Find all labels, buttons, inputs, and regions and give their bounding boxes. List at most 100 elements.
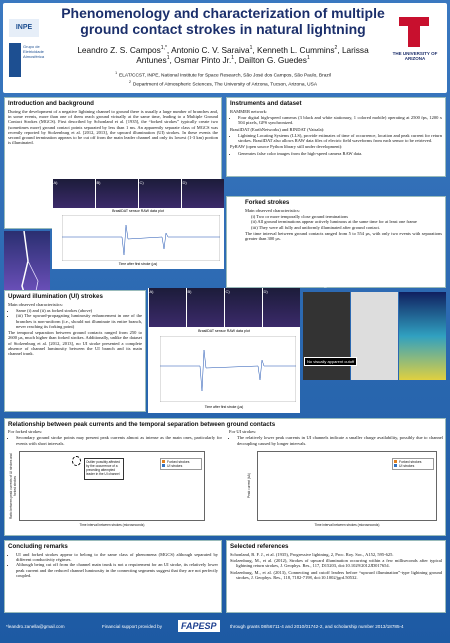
author-name: Kenneth L. Cummins	[257, 45, 335, 55]
panel-label: A)	[53, 180, 58, 185]
view-label: Inverted	[364, 283, 384, 289]
grants: through grants 08/56711-4 and 2010/01742…	[230, 624, 404, 629]
frame: A)	[148, 288, 186, 327]
label: PyRAW (open source Python library still …	[230, 144, 343, 150]
section-title: Concluding remarks	[8, 543, 68, 550]
reference: Stolzenburg, M., et al. (2012), Strokes …	[230, 558, 442, 569]
bullet: Although being cut off from the channel …	[16, 562, 218, 578]
header: INPE Grupo de Eletricidade Atmosférica T…	[3, 3, 447, 93]
bullet: UI and forked strokes appear to belong t…	[16, 552, 218, 563]
frame: A)	[52, 179, 95, 208]
reference: Stolzenburg, M., et al. (2013), Connecti…	[230, 569, 442, 580]
section-title: Introduction and background	[8, 100, 94, 107]
view-image	[302, 292, 350, 380]
panel-label: C)	[225, 289, 230, 294]
affil-number: 1	[115, 71, 118, 75]
author: Leandro Z. S. Campos1,*,	[77, 45, 172, 55]
paragraph: The temporal separation between ground c…	[8, 330, 142, 356]
x-label: Time interval between strokes (microseco…	[314, 523, 380, 527]
author-affil: 1	[306, 55, 310, 62]
waveform	[160, 336, 296, 402]
affil-text: Department of Atmospheric Sciences, The …	[132, 82, 318, 88]
author-affil: 1	[231, 55, 235, 62]
cutoff-label: No visually apparent cutoff	[304, 357, 358, 366]
x-label: Time after first stroke (µs)	[204, 405, 244, 409]
waveform	[62, 215, 220, 261]
frame: D)	[262, 288, 300, 327]
bullet: The relatively lower peak currents in UI…	[237, 435, 443, 446]
relationship-panel: Relationship between peak currents and t…	[4, 418, 446, 536]
outlier-circle	[72, 456, 81, 466]
view-image	[398, 292, 446, 380]
footer: *leandro.zanella@gmail.com Financial sup…	[4, 618, 446, 638]
frame: C)	[224, 288, 262, 327]
view-image	[350, 292, 398, 380]
x-label: Time after first stroke (µs)	[118, 262, 158, 266]
author: Kenneth L. Cummins2,	[257, 45, 342, 55]
legend-entry: UI strokes	[394, 464, 432, 468]
affil-text: ELAT/CCST, INPE, National Institute for …	[119, 73, 331, 79]
bullet: (ii) All ground terminations appear acti…	[251, 219, 417, 225]
fapesp-logo: FAPESP	[178, 620, 220, 632]
list: UI and forked strokes appear to belong t…	[8, 552, 218, 578]
frame: B)	[186, 288, 224, 327]
frame: D)	[181, 179, 224, 208]
legend: Forked strokes UI strokes	[392, 458, 434, 470]
affiliation: 1ELAT/CCST, INPE, National Institute for…	[43, 71, 403, 80]
legend-swatch	[394, 460, 397, 463]
legend-swatch	[394, 464, 397, 467]
legend-entry: Forked strokes	[394, 460, 432, 464]
bullet: Same (i) and (ii) as forked strokes (abo…	[16, 308, 142, 313]
figure-forked: A) B) C) D) BrasilDAT sensor RAW data plot …	[52, 179, 224, 269]
reference: Schonland, B. F. J., et al. (1935), Prog…	[230, 551, 394, 557]
author-name: Leandro Z. S. Campos	[77, 45, 161, 55]
paragraph: Main observed characteristics:	[245, 207, 300, 213]
author: Osmar Pinto Jr.1,	[174, 55, 239, 66]
author: Dailton G. Guedes1	[239, 55, 310, 65]
legend-label: Forked strokes	[167, 460, 190, 464]
bullet: Generates false color images from the hi…	[238, 151, 442, 156]
panel-label: B)	[187, 289, 192, 294]
arizona-mark	[399, 17, 429, 47]
list: Secondary ground stroke points may prese…	[8, 435, 222, 446]
legend-swatch	[162, 460, 165, 463]
section-title: Selected references	[230, 543, 289, 550]
legend-entry: Forked strokes	[162, 460, 200, 464]
section-title: Upward illumination (UI) strokes	[8, 293, 103, 300]
paragraph: During the development of a negative lig…	[8, 108, 218, 146]
legend-label: Forked strokes	[399, 460, 422, 464]
email: *leandro.zanella@gmail.com	[6, 624, 65, 629]
frame: C)	[138, 179, 181, 208]
affil-number: 2	[128, 79, 131, 84]
forked-panel: Forked strokes Main observed characteris…	[226, 196, 446, 288]
affiliation: 2Department of Atmospheric Sciences, The…	[43, 80, 403, 89]
instruments-panel: Instruments and dataset RAMMER network:F…	[226, 97, 446, 177]
panel-label: A)	[149, 289, 154, 294]
legend-label: UI strokes	[167, 464, 183, 468]
panel-label: B)	[96, 180, 101, 185]
label: For UI strokes:	[229, 429, 257, 434]
list: Generates false color images from the hi…	[230, 151, 442, 156]
author-name: Antonio C. V. Saraiva	[171, 45, 250, 55]
right-plot: Forked strokes UI strokes	[257, 451, 437, 521]
legend-label: UI strokes	[399, 464, 415, 468]
section-title: Relationship between peak currents and t…	[8, 421, 276, 428]
panel-label: D)	[263, 289, 268, 294]
author-affil: 2	[334, 45, 338, 52]
list: (i) Two or more temporally close ground …	[245, 214, 442, 230]
author-affil: 1	[166, 55, 170, 62]
bullet: Lightning Locating Systems (LLS), provid…	[238, 133, 442, 144]
frame: B)	[95, 179, 138, 208]
left-plot: Outlier possibly affected by the occurre…	[19, 451, 205, 521]
list: Same (i) and (ii) as forked strokes (abo…	[8, 308, 142, 329]
y-label: Peak current (kA)	[247, 473, 251, 499]
author-affil: 1	[249, 45, 253, 52]
elat-mark	[9, 43, 21, 77]
paragraph: The time interval between ground contact…	[245, 230, 442, 241]
x-label: Time interval between strokes (microseco…	[79, 523, 145, 527]
view-label: False color	[408, 283, 436, 289]
author: Antonio C. V. Saraiva1,	[171, 45, 258, 55]
section-title: Forked strokes	[245, 199, 290, 206]
view-label: Original	[316, 283, 336, 289]
paragraph: Main observed characteristics:	[8, 301, 63, 307]
